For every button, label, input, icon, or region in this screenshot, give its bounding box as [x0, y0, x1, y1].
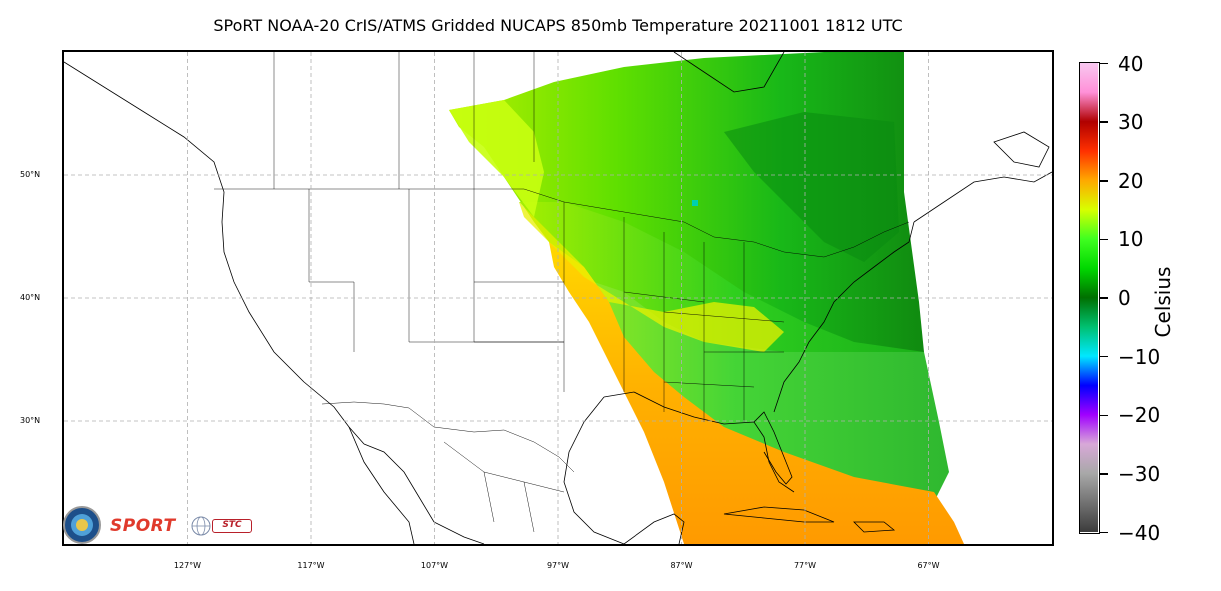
colorbar-tick-label: 10: [1118, 227, 1144, 252]
colorbar-tick-mark: [1100, 473, 1108, 475]
colorbar-tick-mark: [1100, 414, 1108, 416]
lon-tick-label: 87°W: [670, 561, 693, 570]
sport-logo-text: SPORT: [110, 516, 176, 536]
us-gulf-coast: [603, 391, 795, 493]
coastlines: [64, 52, 1052, 544]
us-canada-border: [214, 188, 910, 258]
lon-tick-label: 77°W: [793, 561, 817, 570]
florida: [753, 411, 793, 485]
warm-region: [549, 242, 964, 544]
colorbar-gradient: [1080, 63, 1098, 532]
map-canvas: [64, 52, 1052, 544]
colorbar-tick-label: −30: [1118, 461, 1161, 486]
cuba: [723, 506, 835, 523]
colorbar-tick-label: −10: [1118, 344, 1161, 369]
west-coastline: [64, 61, 365, 445]
mexico-states: [443, 441, 565, 533]
canada-provinces: [273, 52, 535, 189]
colorbar-tick-mark: [1100, 180, 1108, 182]
colorbar-tick-label: −20: [1118, 403, 1161, 428]
gulf-coast: [563, 396, 625, 544]
baja-coastline: [348, 426, 415, 544]
east-coastline: [773, 221, 915, 413]
map-title: SPoRT NOAA-20 CrIS/ATMS Gridded NUCAPS 8…: [213, 16, 903, 35]
gulf-of-california: [363, 443, 435, 523]
hudson-bay: [673, 52, 785, 93]
globe-icon: [191, 516, 211, 536]
colorbar-tick-label: 30: [1118, 110, 1144, 135]
colorbar-tick-mark: [1100, 297, 1108, 299]
colorbar: [1079, 62, 1100, 534]
newfoundland: [993, 131, 1050, 168]
lon-tick-label: 127°W: [173, 561, 202, 570]
lon-tick-label: 67°W: [917, 561, 940, 570]
nasa-seal-icon: [63, 506, 101, 544]
logo-strip: SPORT STC: [62, 505, 272, 547]
hispaniola: [853, 521, 896, 533]
lon-tick-label: 117°W: [297, 561, 325, 570]
lat-tick-label: 40°N: [20, 293, 41, 302]
lat-tick-label: 30°N: [20, 416, 41, 425]
lon-tick-label: 97°W: [546, 561, 570, 570]
lon-tick-label: 107°W: [420, 561, 449, 570]
yucatan: [623, 513, 685, 544]
graticule: [64, 52, 1052, 544]
colorbar-tick-label: 20: [1118, 168, 1144, 193]
colorbar-tick-mark: [1100, 355, 1108, 358]
colorbar-tick-label: 40: [1118, 51, 1144, 76]
stc-logo-text: STC: [222, 520, 242, 530]
map-panel[interactable]: [62, 50, 1054, 546]
colorbar-tick-label: −40: [1118, 520, 1161, 545]
colorbar-tick-mark: [1100, 121, 1108, 123]
transition-region: [519, 202, 784, 352]
state-lines: [308, 189, 785, 422]
us-mexico-border: [321, 401, 575, 473]
stc-logo: STC: [212, 519, 252, 533]
colorbar-tick-mark: [1100, 531, 1108, 534]
cold-core: [724, 112, 899, 262]
colorbar-tick-label: 0: [1118, 286, 1131, 310]
maritimes: [913, 171, 1052, 223]
colorbar-unit-label: Celsius: [1151, 266, 1175, 338]
political-borders: [214, 52, 910, 533]
lat-tick-label: 50°N: [20, 170, 41, 179]
nw-fringe: [449, 100, 544, 217]
colorbar-tick-mark: [1100, 62, 1108, 65]
colorbar-tick-mark: [1100, 238, 1108, 241]
mexico-west-coast: [433, 521, 485, 544]
